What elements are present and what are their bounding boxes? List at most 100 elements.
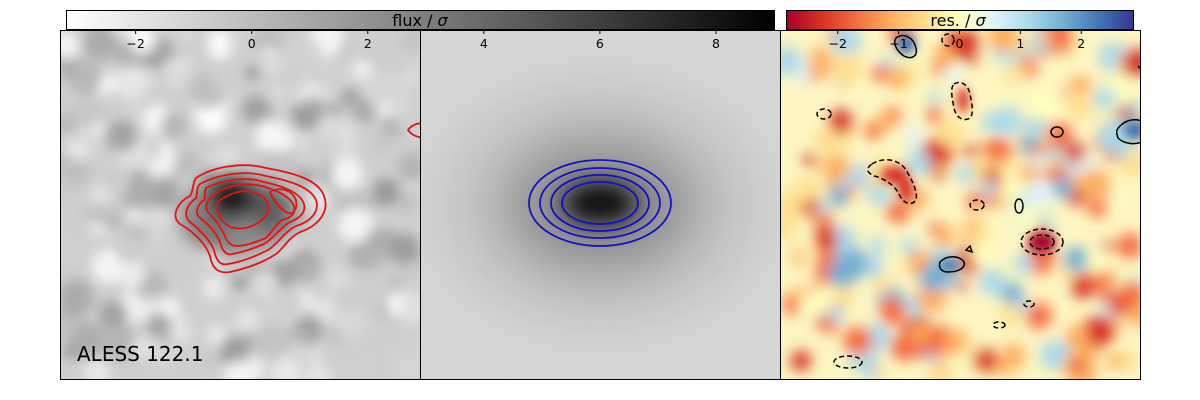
residual-noise-blob (937, 119, 965, 147)
observed-noise-blob (60, 154, 70, 170)
residual-noise-blob (987, 30, 1019, 52)
observed-noise-blob (60, 278, 94, 314)
residual-noise-blob (1001, 282, 1024, 305)
res-contour-neg-10 (1023, 300, 1035, 308)
residual-noise-blob (1093, 87, 1116, 110)
residual-noise-blob (926, 106, 945, 124)
observed-noise-blob (83, 360, 110, 380)
res-contour-neg-3 (867, 158, 918, 205)
observed-noise-blob (219, 336, 249, 366)
observed-noise-blob (122, 183, 154, 214)
residual-noise-blob (928, 91, 942, 105)
residual-noise-blob (1025, 302, 1053, 330)
residual-noise-blob (1023, 117, 1046, 140)
observed-noise-blob (172, 154, 195, 177)
residual-noise-blob (955, 165, 974, 184)
residual-noise-blob (1115, 195, 1128, 208)
residual-noise-blob (1013, 253, 1034, 274)
residual-noise-blob (1082, 315, 1115, 347)
flux-tick-label-5: 8 (712, 36, 720, 51)
res-contour-neg-6 (816, 108, 832, 120)
residual-frame (780, 30, 1141, 380)
residual-noise-blob (790, 301, 801, 312)
residual-noise-blob (843, 326, 873, 356)
residual-noise-blob (979, 180, 996, 197)
model-contour-4 (561, 181, 639, 225)
observed-noise-blob (196, 102, 227, 134)
observed-noise-blob (372, 178, 401, 207)
residual-noise-blob (1101, 119, 1130, 148)
panel-frames (60, 30, 1141, 380)
res-contour-neg-8 (833, 355, 863, 369)
residual-noise-blob (839, 249, 868, 278)
flux-tick-label-3: 4 (480, 36, 488, 51)
residual-noise-blob (999, 158, 1015, 174)
observed-contour-2 (185, 172, 318, 266)
residual-noise-blob (875, 112, 895, 132)
observed-noise-blob (384, 50, 412, 78)
observed-noise-blob (234, 118, 249, 133)
observed-noise-blob (265, 30, 286, 50)
residual-noise-blob (1046, 121, 1073, 149)
residual-noise-blob (930, 62, 943, 76)
residual-noise-blob (974, 348, 998, 372)
residual-noise-blob (832, 30, 862, 56)
observed-noise-blob (334, 183, 366, 216)
residual-noise-blob (1002, 176, 1026, 200)
residual-noise-blob (1040, 30, 1072, 51)
residual-noise-blob (828, 109, 854, 135)
residual-noise-blob (798, 292, 820, 314)
observed-noise-blob (67, 59, 104, 96)
residual-noise-blob (1031, 154, 1047, 170)
observed-noise-blob (113, 64, 148, 100)
res-tick-label-0: −2 (829, 36, 847, 51)
residual-noise-blob (1048, 163, 1066, 182)
residual-noise-blob (821, 153, 850, 182)
flux-colorbar-label: flux / σ (392, 11, 448, 30)
residual-noise-blob (1106, 352, 1124, 370)
model-contour-2 (539, 167, 661, 239)
residual-noise-blob (883, 191, 894, 202)
residual-noise-blob (905, 150, 931, 176)
observed-noise-blob (321, 333, 335, 347)
observed-noise-blob (400, 30, 420, 52)
residual-noise-blob (880, 299, 907, 326)
observed-noise-blob (317, 55, 336, 74)
residual-noise-blob (968, 54, 981, 67)
observed-noise-blob (128, 208, 143, 223)
observed-noise-blob (90, 121, 106, 137)
residual-noise-blob (1066, 323, 1089, 346)
observed-contour-3 (196, 178, 306, 256)
observed-noise-blob (388, 233, 420, 265)
residual-noise-blob (944, 329, 969, 354)
model-panel (420, 30, 780, 380)
residual-noise-blob (1025, 178, 1054, 207)
observed-noise-blob (306, 365, 330, 380)
residual-noise-blob (806, 62, 828, 83)
residual-noise-blob (831, 53, 863, 84)
residual-noise-blob (792, 177, 818, 203)
observed-noise-blob (235, 316, 251, 333)
observed-noise-blob (302, 261, 318, 277)
residual-noise-blob (1068, 75, 1091, 98)
residual-noise-blob (803, 153, 817, 167)
observed-noise-blob (326, 268, 348, 289)
observed-noise-blob (91, 205, 113, 226)
flux-tick-label-0: −2 (126, 36, 144, 51)
observed-noise-blob (261, 51, 283, 73)
residual-noise-blob (1116, 233, 1140, 259)
observed-noise-blob (149, 177, 182, 210)
residual-noise-blob (946, 67, 963, 84)
flux-colorbar-strip (66, 10, 775, 30)
residual-colorbar-label-text: res. / (930, 11, 975, 30)
residual-noise-blob (868, 237, 887, 255)
residual-noise-blob (1087, 248, 1113, 275)
observed-noise-blob (204, 354, 217, 367)
residual-colorbar-label-symbol: σ (975, 11, 986, 30)
res-contour-neg-1 (1020, 228, 1064, 256)
observed-noise-blob (289, 35, 320, 67)
observed-noise-blob (388, 94, 412, 118)
observed-noise-blob (333, 65, 356, 88)
residual-noise-blob (1119, 350, 1139, 371)
